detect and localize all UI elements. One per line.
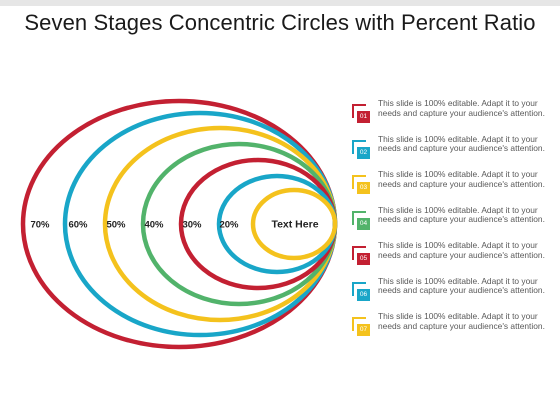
- badge-number: 03: [357, 182, 370, 194]
- number-badge-icon: 05: [352, 246, 370, 266]
- badge-number: 01: [357, 111, 370, 123]
- badge-number: 05: [357, 253, 370, 265]
- page-title: Seven Stages Concentric Circles with Per…: [24, 10, 536, 35]
- legend-item: 01 This slide is 100% editable. Adapt it …: [352, 98, 552, 135]
- number-badge-icon: 04: [352, 210, 370, 231]
- legend-item: 06 This slide is 100% editable. Adapt it …: [352, 275, 552, 313]
- legend-text: This slide is 100% editable. Adapt it to…: [378, 311, 545, 331]
- number-badge-icon: 01: [352, 104, 370, 124]
- top-strip: [0, 0, 560, 6]
- number-badge-icon: 07: [352, 317, 370, 337]
- legend-item: 07 This slide is 100% editable. Adapt it …: [352, 311, 552, 348]
- number-badge-icon: 03: [352, 175, 370, 195]
- stage-label-30-percent: 30%: [182, 220, 202, 231]
- legend-text: This slide is 100% editable. Adapt it to…: [378, 169, 545, 189]
- center-label: Text Here: [271, 219, 318, 231]
- badge-number: 06: [357, 288, 370, 301]
- badge-number: 07: [357, 324, 370, 336]
- number-badge-icon: 06: [352, 281, 370, 302]
- legend-text: This slide is 100% editable. Adapt it to…: [378, 98, 545, 118]
- number-badge-icon: 02: [352, 139, 370, 160]
- legend: 01 This slide is 100% editable. Adapt it …: [352, 98, 552, 348]
- stage-label-60-percent: 60%: [68, 220, 88, 231]
- legend-text: This slide is 100% editable. Adapt it to…: [378, 204, 545, 225]
- stage-label-70-percent: 70%: [30, 220, 50, 231]
- legend-text: This slide is 100% editable. Adapt it to…: [378, 240, 545, 260]
- badge-number: 04: [357, 217, 370, 230]
- stage-label-40-percent: 40%: [144, 220, 164, 231]
- legend-item: 02 This slide is 100% editable. Adapt it …: [352, 133, 552, 171]
- badge-number: 02: [357, 146, 370, 159]
- legend-item: 05 This slide is 100% editable. Adapt it …: [352, 240, 552, 277]
- stage-label-50-percent: 50%: [106, 220, 126, 231]
- legend-item: 04 This slide is 100% editable. Adapt it …: [352, 204, 552, 242]
- legend-text: This slide is 100% editable. Adapt it to…: [378, 133, 545, 154]
- center-ring: [250, 187, 338, 261]
- stage-label-20-percent: 20%: [219, 220, 239, 231]
- legend-item: 03 This slide is 100% editable. Adapt it …: [352, 169, 552, 206]
- legend-text: This slide is 100% editable. Adapt it to…: [378, 275, 545, 296]
